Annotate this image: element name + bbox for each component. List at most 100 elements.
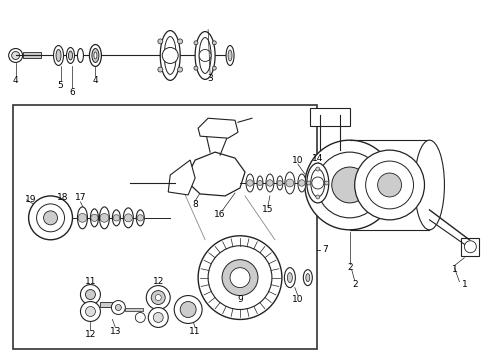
Ellipse shape	[67, 48, 74, 63]
Ellipse shape	[164, 37, 176, 75]
Text: 10: 10	[292, 156, 304, 165]
Circle shape	[194, 66, 198, 70]
Bar	[23, 53, 41, 58]
Polygon shape	[185, 152, 245, 196]
Ellipse shape	[56, 50, 61, 62]
Ellipse shape	[266, 174, 274, 192]
Circle shape	[162, 48, 178, 63]
Text: 12: 12	[152, 277, 164, 286]
Ellipse shape	[306, 274, 310, 282]
Circle shape	[9, 49, 23, 62]
Polygon shape	[198, 118, 238, 138]
Circle shape	[85, 289, 96, 300]
Circle shape	[158, 67, 163, 72]
Bar	[13, 105, 317, 349]
Ellipse shape	[90, 45, 101, 67]
Circle shape	[158, 39, 163, 44]
Ellipse shape	[228, 50, 232, 61]
Circle shape	[135, 312, 145, 323]
Circle shape	[305, 140, 394, 230]
Circle shape	[212, 66, 216, 70]
Ellipse shape	[53, 45, 64, 66]
Ellipse shape	[284, 268, 295, 288]
Circle shape	[257, 180, 263, 185]
Circle shape	[378, 173, 401, 197]
Ellipse shape	[303, 270, 312, 285]
Circle shape	[28, 196, 73, 240]
Circle shape	[366, 161, 414, 209]
Ellipse shape	[277, 176, 283, 190]
Circle shape	[316, 195, 320, 199]
Text: 12: 12	[85, 330, 96, 339]
Circle shape	[286, 179, 294, 187]
Text: 15: 15	[262, 206, 274, 215]
Ellipse shape	[69, 51, 73, 60]
Text: 13: 13	[110, 327, 121, 336]
Ellipse shape	[199, 37, 211, 73]
Ellipse shape	[77, 207, 87, 229]
Text: 2: 2	[347, 263, 352, 272]
Ellipse shape	[92, 49, 99, 62]
Circle shape	[80, 302, 100, 321]
Ellipse shape	[99, 207, 109, 229]
Text: 4: 4	[93, 76, 98, 85]
Text: 18: 18	[57, 193, 68, 202]
Circle shape	[12, 51, 20, 59]
Circle shape	[91, 214, 98, 221]
Ellipse shape	[311, 169, 325, 197]
Circle shape	[307, 181, 311, 185]
Text: 4: 4	[13, 76, 19, 85]
Ellipse shape	[77, 49, 83, 62]
Circle shape	[155, 294, 161, 301]
Ellipse shape	[298, 174, 306, 192]
Ellipse shape	[160, 31, 180, 80]
Text: 11: 11	[190, 327, 201, 336]
Ellipse shape	[94, 52, 97, 59]
Circle shape	[113, 215, 120, 221]
Circle shape	[465, 241, 476, 253]
Ellipse shape	[285, 172, 295, 194]
Circle shape	[180, 302, 196, 318]
Circle shape	[80, 285, 100, 305]
Circle shape	[147, 285, 170, 310]
Circle shape	[312, 177, 324, 189]
Circle shape	[317, 152, 383, 218]
Text: 19: 19	[25, 195, 36, 204]
Circle shape	[44, 211, 57, 225]
Ellipse shape	[415, 140, 444, 230]
Circle shape	[177, 67, 183, 72]
Circle shape	[208, 246, 272, 310]
Circle shape	[111, 301, 125, 315]
Text: 16: 16	[214, 210, 226, 219]
Circle shape	[198, 236, 282, 319]
Circle shape	[174, 296, 202, 323]
Text: 14: 14	[312, 154, 323, 163]
Circle shape	[212, 41, 216, 45]
Ellipse shape	[226, 45, 234, 66]
Text: 17: 17	[74, 193, 86, 202]
Text: 8: 8	[192, 201, 198, 210]
Circle shape	[298, 180, 305, 186]
Ellipse shape	[112, 210, 121, 226]
Circle shape	[355, 150, 424, 220]
Circle shape	[194, 41, 198, 45]
Text: 5: 5	[58, 81, 63, 90]
Text: 3: 3	[207, 74, 213, 83]
Polygon shape	[168, 160, 195, 195]
Circle shape	[230, 268, 250, 288]
Circle shape	[85, 306, 96, 316]
Circle shape	[222, 260, 258, 296]
Circle shape	[124, 214, 132, 222]
Text: 7: 7	[322, 245, 328, 254]
Text: 11: 11	[85, 277, 96, 286]
Circle shape	[78, 213, 87, 222]
Text: 10: 10	[292, 295, 304, 304]
Circle shape	[115, 305, 122, 310]
Bar	[100, 302, 112, 306]
Ellipse shape	[307, 163, 329, 203]
Ellipse shape	[246, 174, 254, 192]
Text: 9: 9	[237, 295, 243, 304]
Bar	[125, 307, 143, 311]
Bar	[462, 238, 479, 256]
Text: 2: 2	[352, 280, 358, 289]
